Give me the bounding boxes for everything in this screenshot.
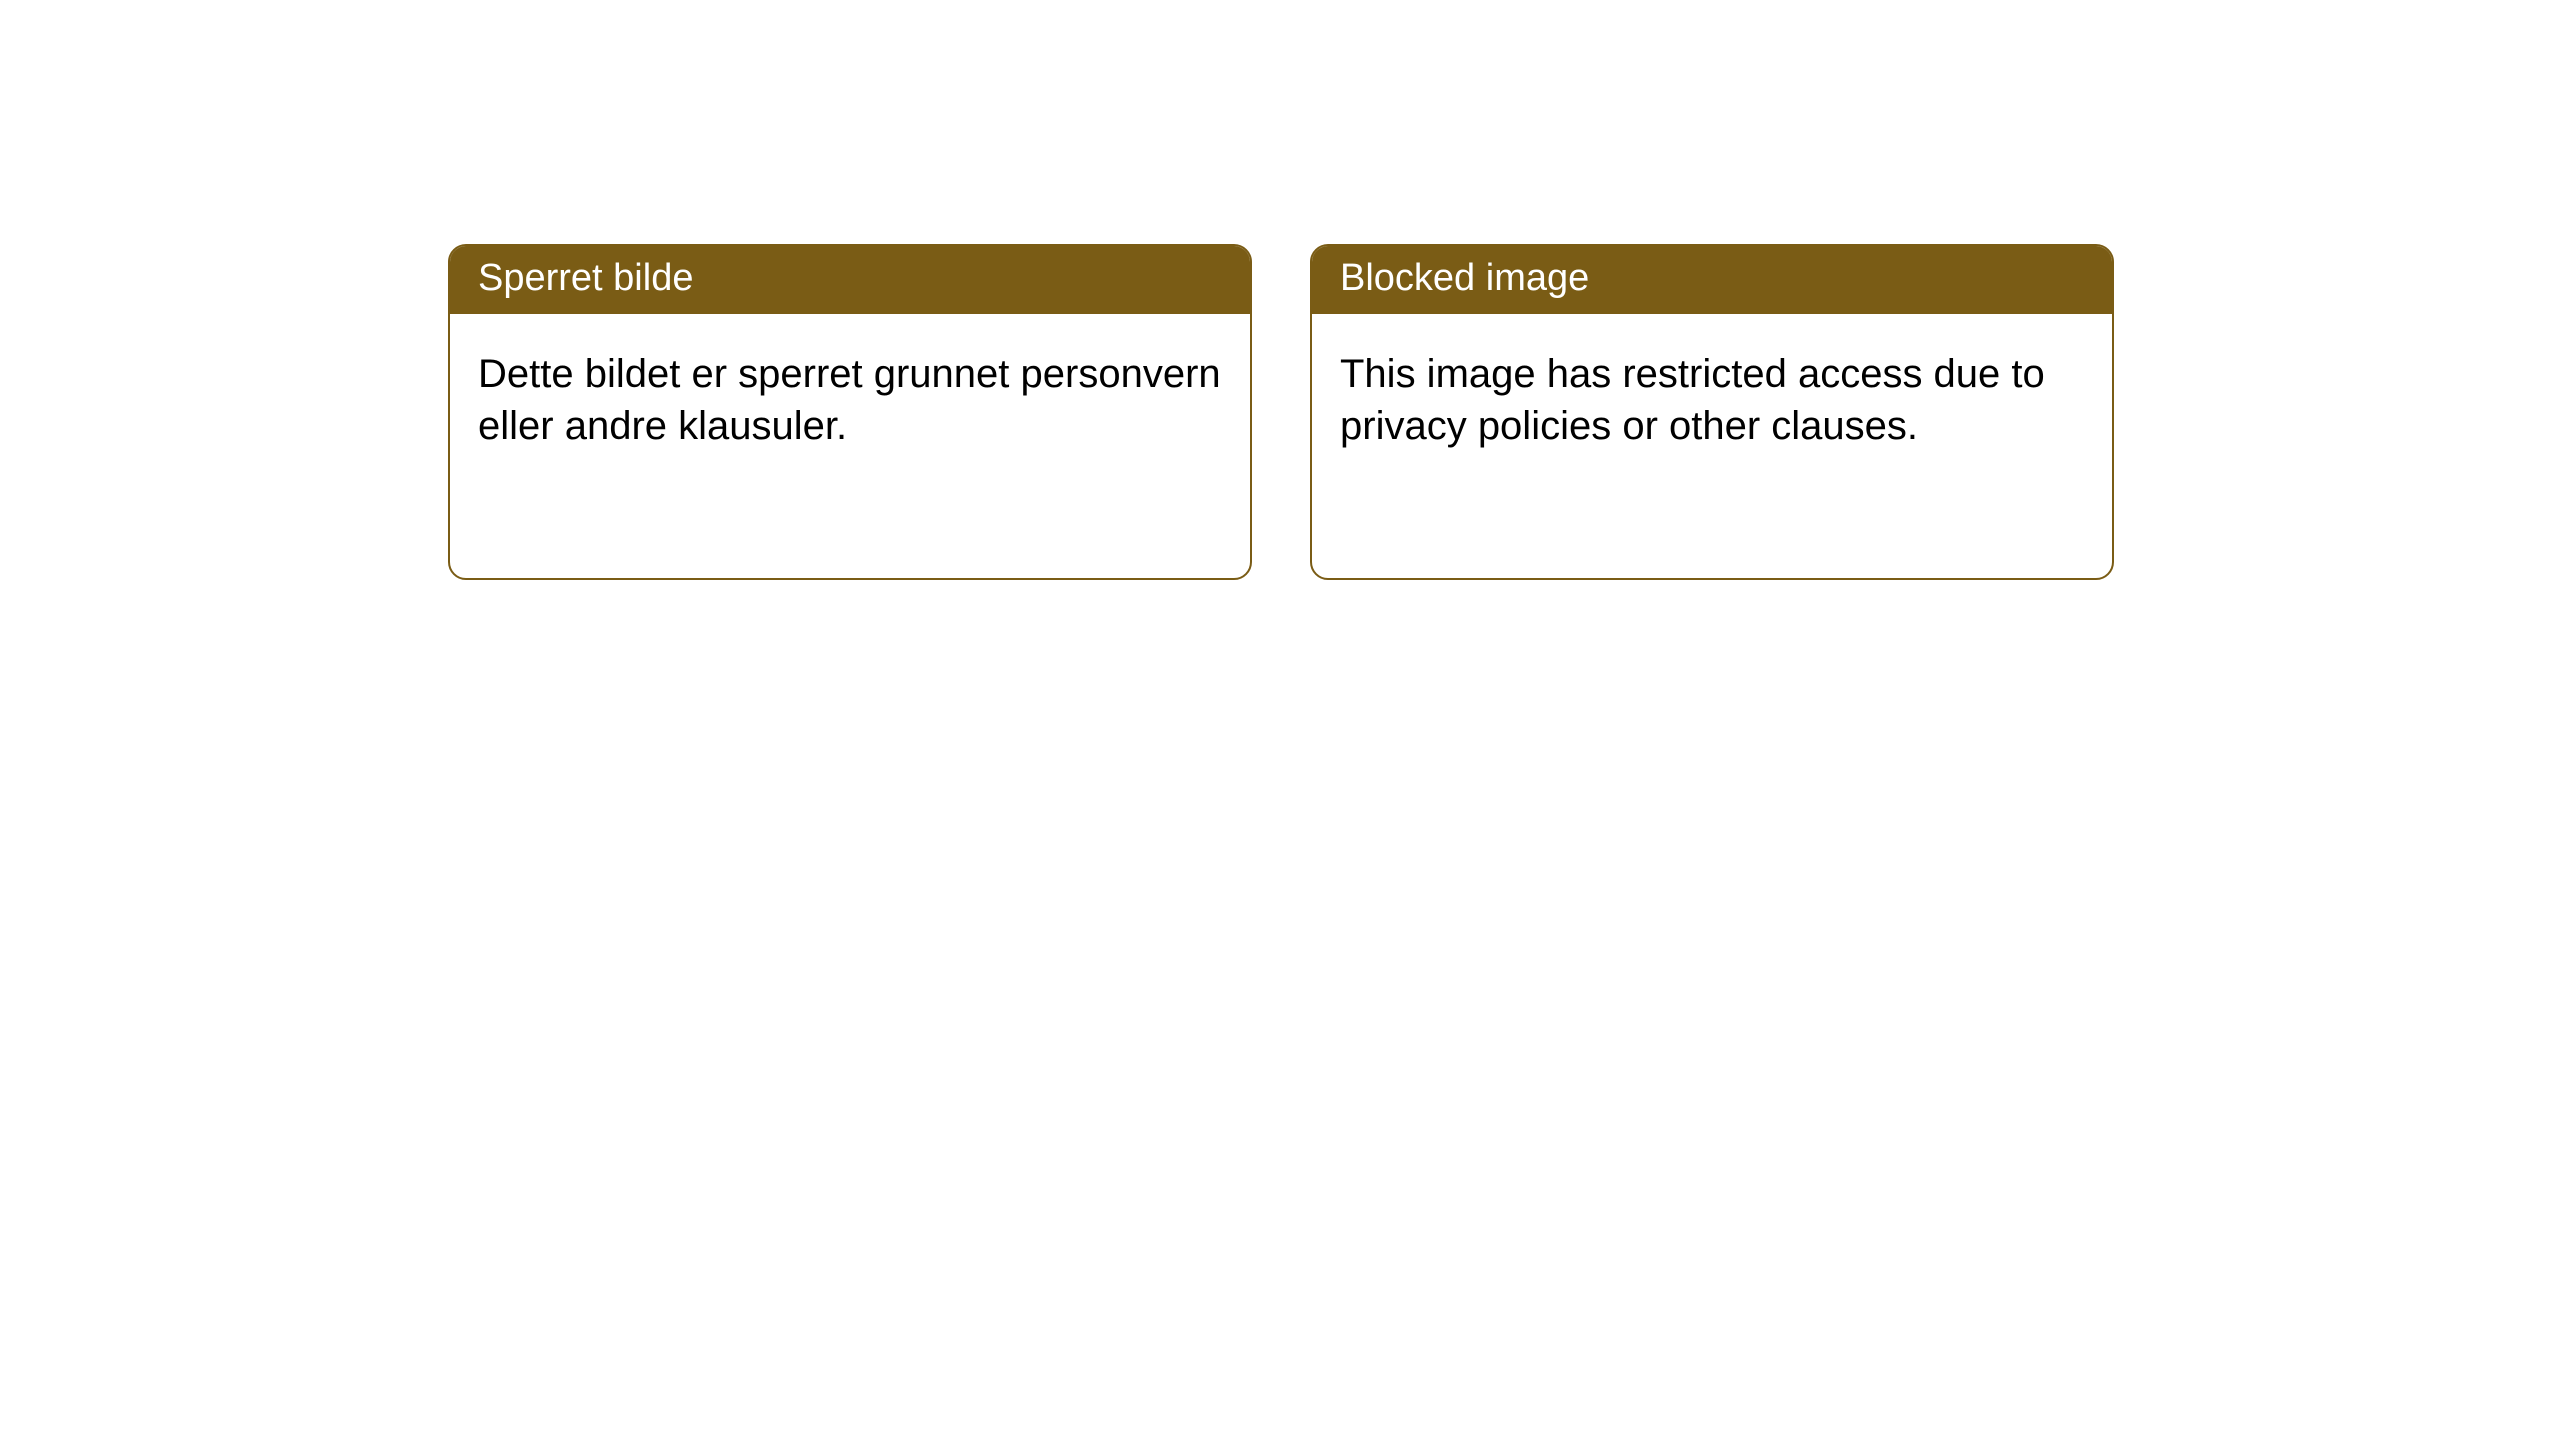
- blocked-image-card-en: Blocked image This image has restricted …: [1310, 244, 2114, 580]
- blocked-image-card-no: Sperret bilde Dette bildet er sperret gr…: [448, 244, 1252, 580]
- card-body: Dette bildet er sperret grunnet personve…: [450, 314, 1250, 480]
- card-header: Blocked image: [1312, 246, 2112, 314]
- card-header: Sperret bilde: [450, 246, 1250, 314]
- card-body: This image has restricted access due to …: [1312, 314, 2112, 480]
- cards-container: Sperret bilde Dette bildet er sperret gr…: [0, 0, 2560, 580]
